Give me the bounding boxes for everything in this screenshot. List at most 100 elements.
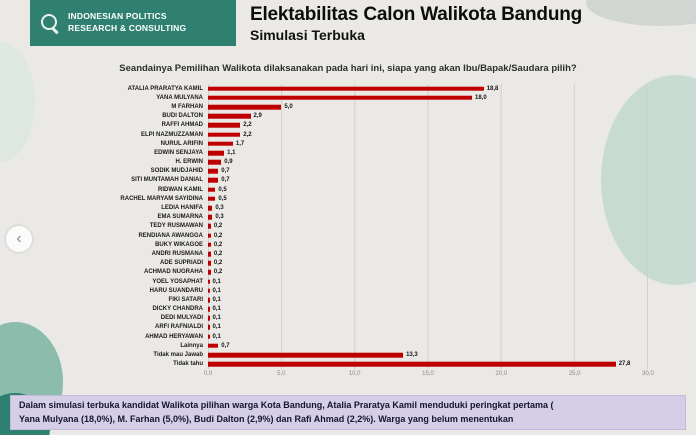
chart-row: DICKY CHANDRA 0,1 — [38, 305, 648, 314]
bar-value: 0,3 — [215, 214, 224, 221]
bar-value: 0,5 — [218, 186, 227, 193]
bar-label: Lainnya — [180, 342, 203, 349]
title-block: Elektabilitas Calon Walikota Bandung Sim… — [250, 4, 582, 43]
chart-row: HARU SUANDARU 0,1 — [38, 286, 648, 295]
bar — [208, 343, 219, 349]
chart-row: H. ERWIN 0,9 — [38, 158, 648, 167]
bar-track: 0,2 — [208, 222, 648, 231]
chart-row: RAFFI AHMAD 2,2 — [38, 121, 648, 130]
bar-label: ADE SUPRIADI — [159, 260, 203, 267]
bar-label: H. ERWIN — [175, 159, 203, 166]
bar-value: 18,8 — [486, 85, 499, 92]
bar-label: Tidak mau Jawab — [153, 352, 203, 359]
bar-track: 0,3 — [208, 213, 648, 222]
bar — [208, 325, 210, 330]
chart-rows: ATALIA PRARATYA KAMIL 18,8 YANA MULYANA 18,… — [38, 84, 648, 369]
bar — [208, 251, 211, 257]
bar-track: 0,2 — [208, 231, 648, 240]
bar-value: 0,9 — [224, 159, 233, 166]
bar-track: 0,1 — [208, 323, 648, 332]
brand-logo: INDONESIAN POLITICS RESEARCH & CONSULTIN… — [30, 0, 236, 46]
chart-row: LEDIA HANIFA 0,3 — [38, 203, 648, 212]
bar — [208, 150, 225, 156]
summary-box: Dalam simulasi terbuka kandidat Walikota… — [10, 395, 686, 430]
bar-label: EMA SUMARNA — [157, 214, 203, 221]
bar-value: 1,1 — [227, 149, 236, 156]
bar-track: 0,1 — [208, 286, 648, 295]
x-tick-label: 25,0 — [568, 371, 581, 377]
bar — [208, 242, 211, 248]
bar-track: 18,8 — [208, 84, 648, 93]
bar-label: BUDI DALTON — [162, 113, 203, 120]
bar — [208, 224, 211, 229]
chart-row: M FARHAN 5,0 — [38, 102, 648, 111]
bar-label: RAFFI AHMAD — [161, 122, 203, 129]
bar — [208, 159, 222, 165]
bar-label: SODIK MUDJAHID — [150, 168, 203, 175]
bar — [208, 279, 210, 284]
chart-row: EDWIN SENJAYA 1,1 — [38, 148, 648, 157]
chart-row: EMA SUMARNA 0,3 — [38, 213, 648, 222]
survey-question: Seandainya Pemilihan Walikota dilaksanak… — [119, 63, 577, 74]
bar-track: 27,8 — [208, 360, 648, 369]
bar — [208, 297, 210, 303]
bar-track: 1,1 — [208, 148, 648, 157]
bar-track: 0,1 — [208, 332, 648, 341]
bar-track: 0,5 — [208, 194, 648, 203]
bar — [208, 178, 219, 183]
bar-value: 2,9 — [253, 113, 262, 120]
bar-value: 2,2 — [243, 131, 252, 138]
bar-value: 0,5 — [218, 195, 227, 202]
chart-row: RIDWAN KAMIL 0,5 — [38, 185, 648, 194]
bar-value: 0,7 — [221, 168, 230, 175]
bar-label: ACHMAD NUGRAHA — [144, 269, 203, 276]
bar-track: 0,2 — [208, 240, 648, 249]
decor-blob-top-right — [586, 0, 696, 26]
bar-track: 0,2 — [208, 259, 648, 268]
brand-name-line2: RESEARCH & CONSULTING — [68, 23, 187, 33]
bar-label: ELPI NAZMUZZAMAN — [141, 131, 203, 138]
bar-label: HARU SUANDARU — [149, 287, 203, 294]
bar-track: 5,0 — [208, 102, 648, 111]
bar-label: NURUL ARIFIN — [160, 140, 203, 147]
x-tick-label: 5,0 — [277, 371, 286, 377]
bar — [208, 288, 210, 294]
bar-track: 13,3 — [208, 350, 648, 359]
chart-row: RACHEL MARYAM SAYIDINA 0,5 — [38, 194, 648, 203]
chart-row: ATALIA PRARATYA KAMIL 18,8 — [38, 84, 648, 93]
chart-row: Tidak tahu 27,8 — [38, 360, 648, 369]
magnifier-lens — [41, 14, 57, 30]
bar-value: 0,2 — [213, 260, 223, 267]
bar — [208, 270, 211, 275]
bar-value: 5,0 — [284, 103, 293, 110]
bar-track: 0,2 — [208, 249, 648, 258]
chart-row: AHMAD HERYAWAN 0,1 — [38, 332, 648, 341]
x-tick-label: 0,0 — [203, 371, 213, 377]
bar-label: YANA MULYANA — [156, 94, 203, 101]
bar-track: 0,7 — [208, 167, 648, 176]
bar-value: 0,2 — [213, 250, 223, 257]
bar-value: 0,7 — [221, 342, 230, 349]
bar-value: 0,2 — [213, 223, 223, 230]
bar — [208, 168, 219, 174]
bar-value: 2,2 — [243, 122, 252, 129]
bar-value: 18,0 — [475, 94, 487, 101]
bar — [208, 104, 282, 110]
bar-track: 0,1 — [208, 295, 648, 304]
bar — [208, 214, 213, 220]
carousel-prev-button[interactable]: ‹ — [6, 226, 32, 252]
bar-label: RIDWAN KAMIL — [158, 186, 203, 193]
bar — [208, 361, 616, 367]
bar-track: 0,3 — [208, 203, 648, 212]
bar-label: RACHEL MARYAM SAYIDINA — [120, 195, 203, 202]
bar-track: 0,1 — [208, 277, 648, 286]
bar-value: 0,1 — [212, 306, 221, 313]
chart-row: ANDRI RUSMANA 0,2 — [38, 249, 648, 258]
bar-value: 13,3 — [406, 352, 418, 359]
bar-value: 0,1 — [212, 287, 221, 294]
x-tick-label: 20,0 — [495, 371, 508, 377]
decor-blob-top-left — [0, 42, 35, 162]
chart-row: FIKI SATARI 0,1 — [38, 295, 648, 304]
bar-track: 0,9 — [208, 158, 648, 167]
